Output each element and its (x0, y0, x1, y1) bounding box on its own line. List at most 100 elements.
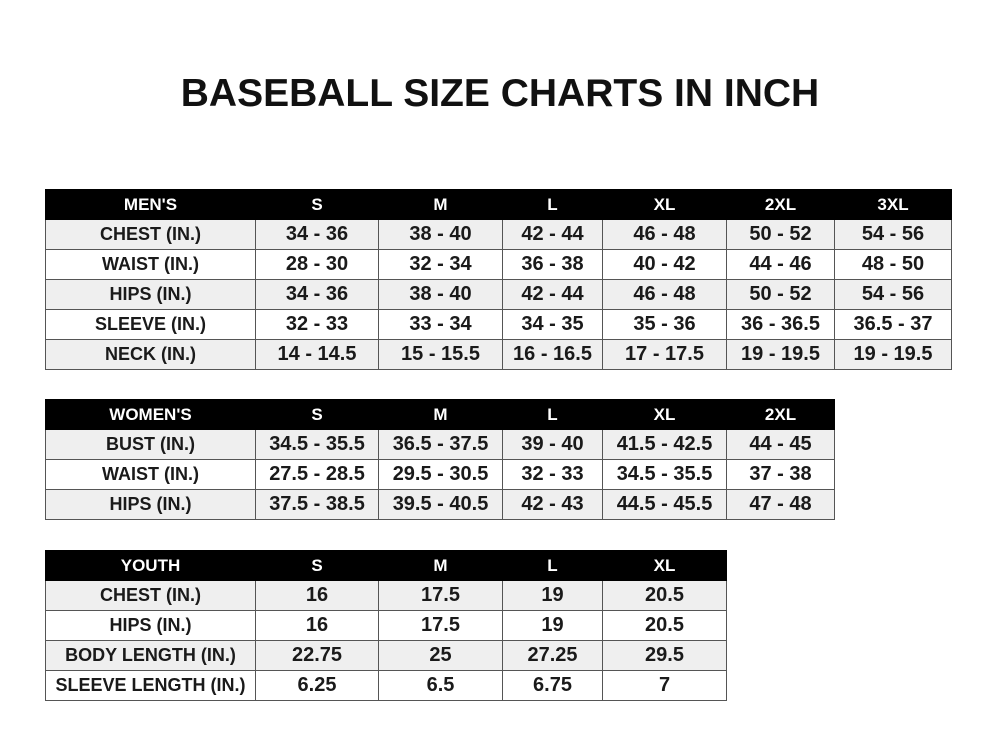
size-value: 17.5 (378, 580, 503, 611)
size-value: 27.25 (502, 640, 603, 671)
table-row: NECK (IN.) 14 - 14.5 15 - 15.5 16 - 16.5 17 … (45, 339, 952, 370)
size-value: 32 - 33 (502, 459, 603, 490)
size-header: M (378, 550, 503, 581)
size-value: 38 - 40 (378, 219, 503, 250)
size-value: 20.5 (602, 610, 727, 641)
size-header: XL (602, 550, 727, 581)
size-value: 39.5 - 40.5 (378, 489, 503, 520)
table-row: WAIST (IN.) 28 - 30 32 - 34 36 - 38 40 - 42 4… (45, 249, 952, 280)
size-value: 28 - 30 (255, 249, 379, 280)
size-value: 50 - 52 (726, 219, 835, 250)
size-value: 42 - 44 (502, 219, 603, 250)
measurement-label: BUST (IN.) (45, 429, 256, 460)
size-value: 50 - 52 (726, 279, 835, 310)
size-value: 32 - 34 (378, 249, 503, 280)
size-value: 16 (255, 610, 379, 641)
measurement-label: HIPS (IN.) (45, 279, 256, 310)
header-row: YOUTH S M L XL (45, 550, 727, 581)
measurement-label: SLEEVE LENGTH (IN.) (45, 670, 256, 701)
size-value: 41.5 - 42.5 (602, 429, 727, 460)
youth-size-table: YOUTH S M L XL CHEST (IN.) 16 17.5 19 20.5 HIPS (I… (45, 550, 727, 701)
size-header: 2XL (726, 399, 835, 430)
size-value: 33 - 34 (378, 309, 503, 340)
size-value: 19 (502, 610, 603, 641)
size-value: 54 - 56 (834, 219, 952, 250)
size-value: 34 - 36 (255, 279, 379, 310)
table-row: SLEEVE LENGTH (IN.) 6.25 6.5 6.75 7 (45, 670, 727, 701)
size-value: 14 - 14.5 (255, 339, 379, 370)
measurement-label: WAIST (IN.) (45, 249, 256, 280)
category-header: YOUTH (45, 550, 256, 581)
measurement-label: WAIST (IN.) (45, 459, 256, 490)
size-value: 42 - 44 (502, 279, 603, 310)
table-row: SLEEVE (IN.) 32 - 33 33 - 34 34 - 35 35 - 36… (45, 309, 952, 340)
size-value: 36 - 38 (502, 249, 603, 280)
size-header: M (378, 399, 503, 430)
size-value: 42 - 43 (502, 489, 603, 520)
size-value: 15 - 15.5 (378, 339, 503, 370)
table-row: BODY LENGTH (IN.) 22.75 25 27.25 29.5 (45, 640, 727, 671)
size-value: 36.5 - 37 (834, 309, 952, 340)
size-value: 34 - 35 (502, 309, 603, 340)
size-value: 27.5 - 28.5 (255, 459, 379, 490)
size-header: L (502, 550, 603, 581)
table-row: WAIST (IN.) 27.5 - 28.5 29.5 - 30.5 32 - 33… (45, 459, 835, 490)
category-header: WOMEN'S (45, 399, 256, 430)
size-header: 2XL (726, 189, 835, 220)
size-value: 29.5 - 30.5 (378, 459, 503, 490)
size-value: 40 - 42 (602, 249, 727, 280)
size-value: 54 - 56 (834, 279, 952, 310)
size-header: S (255, 550, 379, 581)
size-value: 6.75 (502, 670, 603, 701)
size-value: 39 - 40 (502, 429, 603, 460)
size-value: 37.5 - 38.5 (255, 489, 379, 520)
size-value: 47 - 48 (726, 489, 835, 520)
measurement-label: CHEST (IN.) (45, 219, 256, 250)
table-row: HIPS (IN.) 34 - 36 38 - 40 42 - 44 46 - 48 50… (45, 279, 952, 310)
measurement-label: HIPS (IN.) (45, 489, 256, 520)
size-value: 7 (602, 670, 727, 701)
size-header: XL (602, 189, 727, 220)
measurement-label: SLEEVE (IN.) (45, 309, 256, 340)
measurement-label: NECK (IN.) (45, 339, 256, 370)
size-value: 22.75 (255, 640, 379, 671)
size-header: M (378, 189, 503, 220)
size-value: 48 - 50 (834, 249, 952, 280)
size-value: 34 - 36 (255, 219, 379, 250)
table-row: HIPS (IN.) 37.5 - 38.5 39.5 - 40.5 42 - 43 4… (45, 489, 835, 520)
size-value: 17 - 17.5 (602, 339, 727, 370)
measurement-label: CHEST (IN.) (45, 580, 256, 611)
header-row: MEN'S S M L XL 2XL 3XL (45, 189, 952, 220)
size-value: 44 - 45 (726, 429, 835, 460)
size-value: 46 - 48 (602, 279, 727, 310)
mens-size-table: MEN'S S M L XL 2XL 3XL CHEST (IN.) 34 - 36 38 - 4… (45, 189, 952, 370)
size-header: XL (602, 399, 727, 430)
header-row: WOMEN'S S M L XL 2XL (45, 399, 835, 430)
table-row: HIPS (IN.) 16 17.5 19 20.5 (45, 610, 727, 641)
size-value: 36.5 - 37.5 (378, 429, 503, 460)
category-header: MEN'S (45, 189, 256, 220)
size-value: 44.5 - 45.5 (602, 489, 727, 520)
size-value: 35 - 36 (602, 309, 727, 340)
size-value: 19 (502, 580, 603, 611)
size-header: L (502, 399, 603, 430)
size-value: 36 - 36.5 (726, 309, 835, 340)
womens-size-table: WOMEN'S S M L XL 2XL BUST (IN.) 34.5 - 35.5 36.5… (45, 399, 835, 520)
table-row: CHEST (IN.) 34 - 36 38 - 40 42 - 44 46 - 48 5… (45, 219, 952, 250)
size-value: 34.5 - 35.5 (602, 459, 727, 490)
size-value: 16 - 16.5 (502, 339, 603, 370)
size-header: L (502, 189, 603, 220)
size-value: 19 - 19.5 (834, 339, 952, 370)
page-title: BASEBALL SIZE CHARTS IN INCH (180, 72, 820, 115)
size-value: 46 - 48 (602, 219, 727, 250)
size-value: 29.5 (602, 640, 727, 671)
measurement-label: BODY LENGTH (IN.) (45, 640, 256, 671)
size-value: 6.5 (378, 670, 503, 701)
size-value: 25 (378, 640, 503, 671)
size-header: S (255, 189, 379, 220)
measurement-label: HIPS (IN.) (45, 610, 256, 641)
size-value: 32 - 33 (255, 309, 379, 340)
size-value: 34.5 - 35.5 (255, 429, 379, 460)
size-header: S (255, 399, 379, 430)
size-value: 16 (255, 580, 379, 611)
